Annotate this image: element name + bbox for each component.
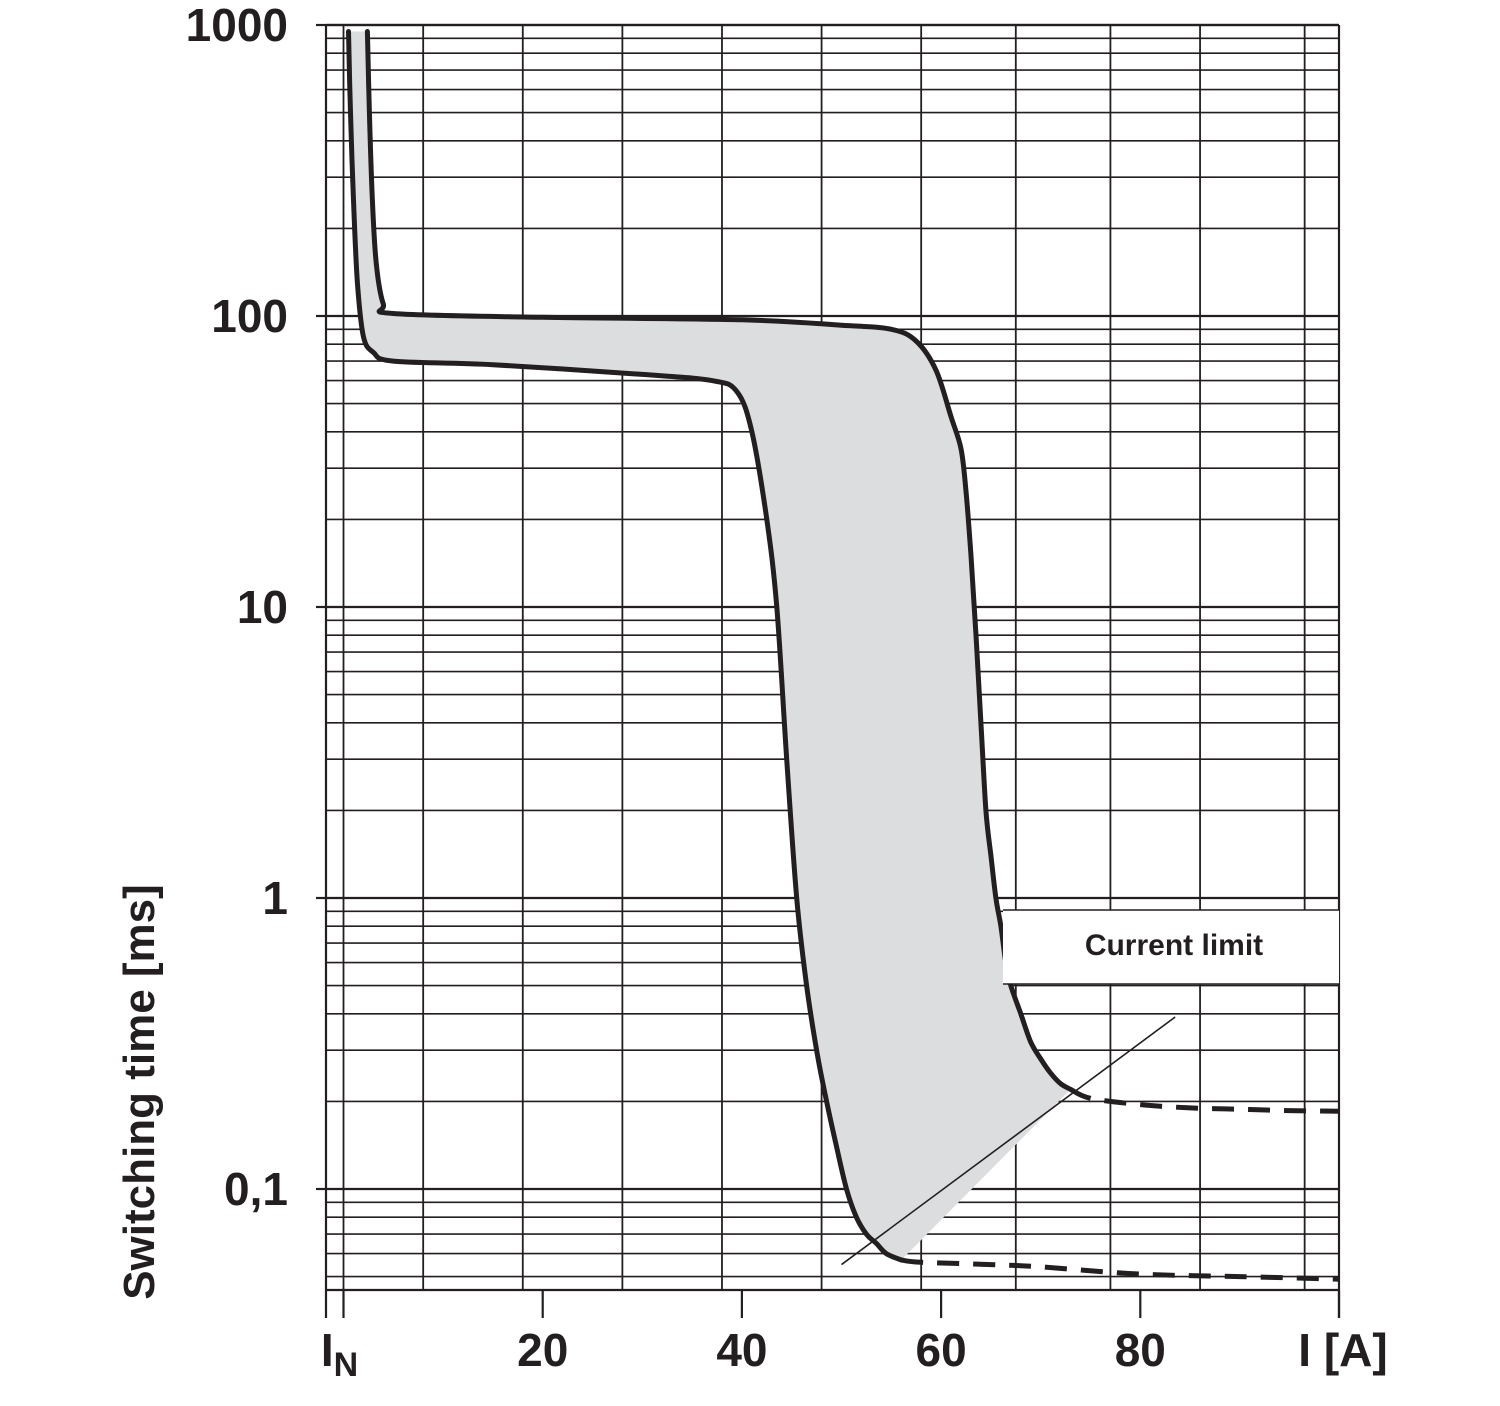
tolerance-band [348,31,1071,1260]
series-upper-boundary [364,29,1074,1092]
series-lower-boundary [346,29,904,1263]
y-tick-label: 1000 [186,0,288,51]
y-axis-label: Switching time [ms] [115,884,164,1300]
band-fill [348,31,1071,1260]
x-tick-label: 40 [716,1324,767,1376]
curves [346,29,1340,1282]
current-limit-line [841,1016,1176,1266]
annotations: Current limit [841,909,1339,1266]
series-upper-dashed [1069,1087,1340,1114]
annotation-box [1003,910,1339,984]
current-limit-label: Current limit [1085,929,1263,962]
y-tick-label: 10 [237,581,288,633]
tick-labels: 1000 100 10 1 0,1 IN 20 40 60 80 I [A] [186,0,1388,1384]
x-tick-label: 20 [517,1324,568,1376]
y-tick-label: 100 [211,290,288,342]
x-tick-label: I [A] [1298,1324,1387,1376]
y-tick-label: 1 [262,872,288,924]
series-lower-dashed [900,1257,1340,1282]
x-tick-label: IN [321,1324,358,1384]
x-tick-label: 80 [1115,1324,1166,1376]
y-tick-label: 0,1 [224,1163,288,1215]
x-tick-label: 60 [916,1324,967,1376]
x-tick-subscript: N [334,1346,359,1384]
